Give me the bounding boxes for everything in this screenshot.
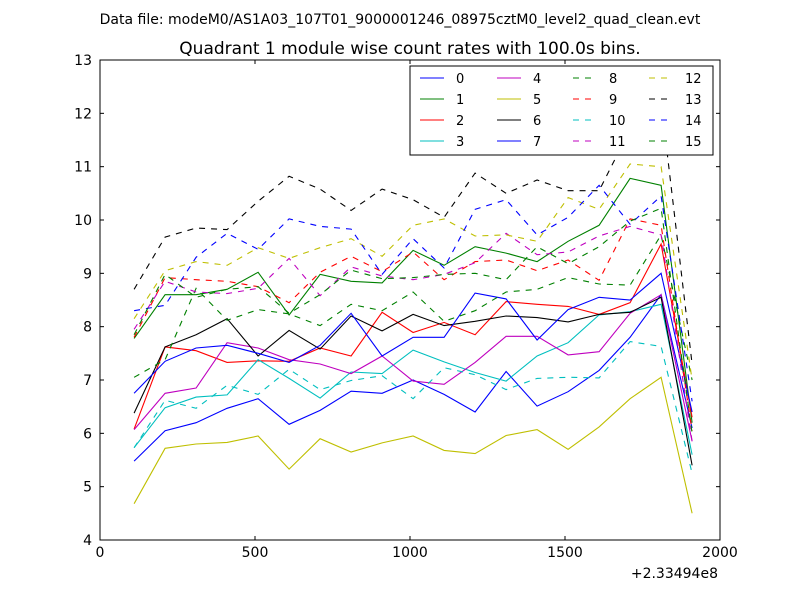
series-10-line <box>133 341 693 474</box>
series-layer <box>133 100 693 514</box>
legend-label-3: 3 <box>456 135 464 150</box>
y-tick-label: 9 <box>83 266 92 282</box>
y-tick-label: 10 <box>74 213 92 229</box>
x-tick-label: 0 <box>96 545 105 561</box>
series-5-line <box>133 376 693 514</box>
legend-label-10: 10 <box>609 114 626 129</box>
series-13-line <box>133 100 693 365</box>
series-1-line <box>133 177 693 423</box>
legend-label-15: 15 <box>685 135 702 150</box>
y-tick-label: 8 <box>83 320 92 336</box>
series-12-line <box>133 163 693 381</box>
x-tick-label: 500 <box>242 545 269 561</box>
legend-label-1: 1 <box>456 93 464 108</box>
x-tick-label: 2000 <box>702 545 738 561</box>
y-tick-label: 5 <box>83 480 92 496</box>
series-0-line <box>133 293 693 462</box>
legend-label-5: 5 <box>533 93 541 108</box>
legend-label-2: 2 <box>456 114 464 129</box>
y-tick-label: 13 <box>74 53 92 69</box>
legend-label-4: 4 <box>533 72 541 87</box>
chart-title: Quadrant 1 module wise count rates with … <box>179 39 640 59</box>
series-14-line <box>134 184 693 402</box>
y-tick-label: 6 <box>83 426 92 442</box>
legend-label-13: 13 <box>685 93 702 108</box>
series-8-line <box>133 233 693 381</box>
series-6-line <box>133 296 693 466</box>
series-15-line <box>133 207 693 434</box>
legend-label-7: 7 <box>533 135 541 150</box>
x-tick-label: 1500 <box>547 545 583 561</box>
legend-label-6: 6 <box>533 114 541 129</box>
x-offset-label: +2.33494e8 <box>631 566 718 582</box>
legend-label-0: 0 <box>456 72 464 87</box>
legend-label-9: 9 <box>609 93 617 108</box>
series-4-line <box>133 293 693 442</box>
y-tick-label: 11 <box>74 160 92 176</box>
legend-label-14: 14 <box>685 114 702 129</box>
legend-label-12: 12 <box>685 72 702 87</box>
series-7-line <box>133 272 693 413</box>
figure-suptitle: Data file: modeM0/AS1A03_107T01_90000012… <box>100 12 701 28</box>
legend-label-8: 8 <box>609 72 617 87</box>
series-9-line <box>133 218 693 431</box>
y-tick-label: 12 <box>74 106 92 122</box>
y-tick-label: 4 <box>83 533 92 549</box>
legend-frame <box>409 65 714 156</box>
series-11-line <box>133 225 693 442</box>
legend-label-11: 11 <box>609 135 626 150</box>
y-tick-label: 7 <box>83 373 92 389</box>
x-tick-label: 1000 <box>392 545 428 561</box>
